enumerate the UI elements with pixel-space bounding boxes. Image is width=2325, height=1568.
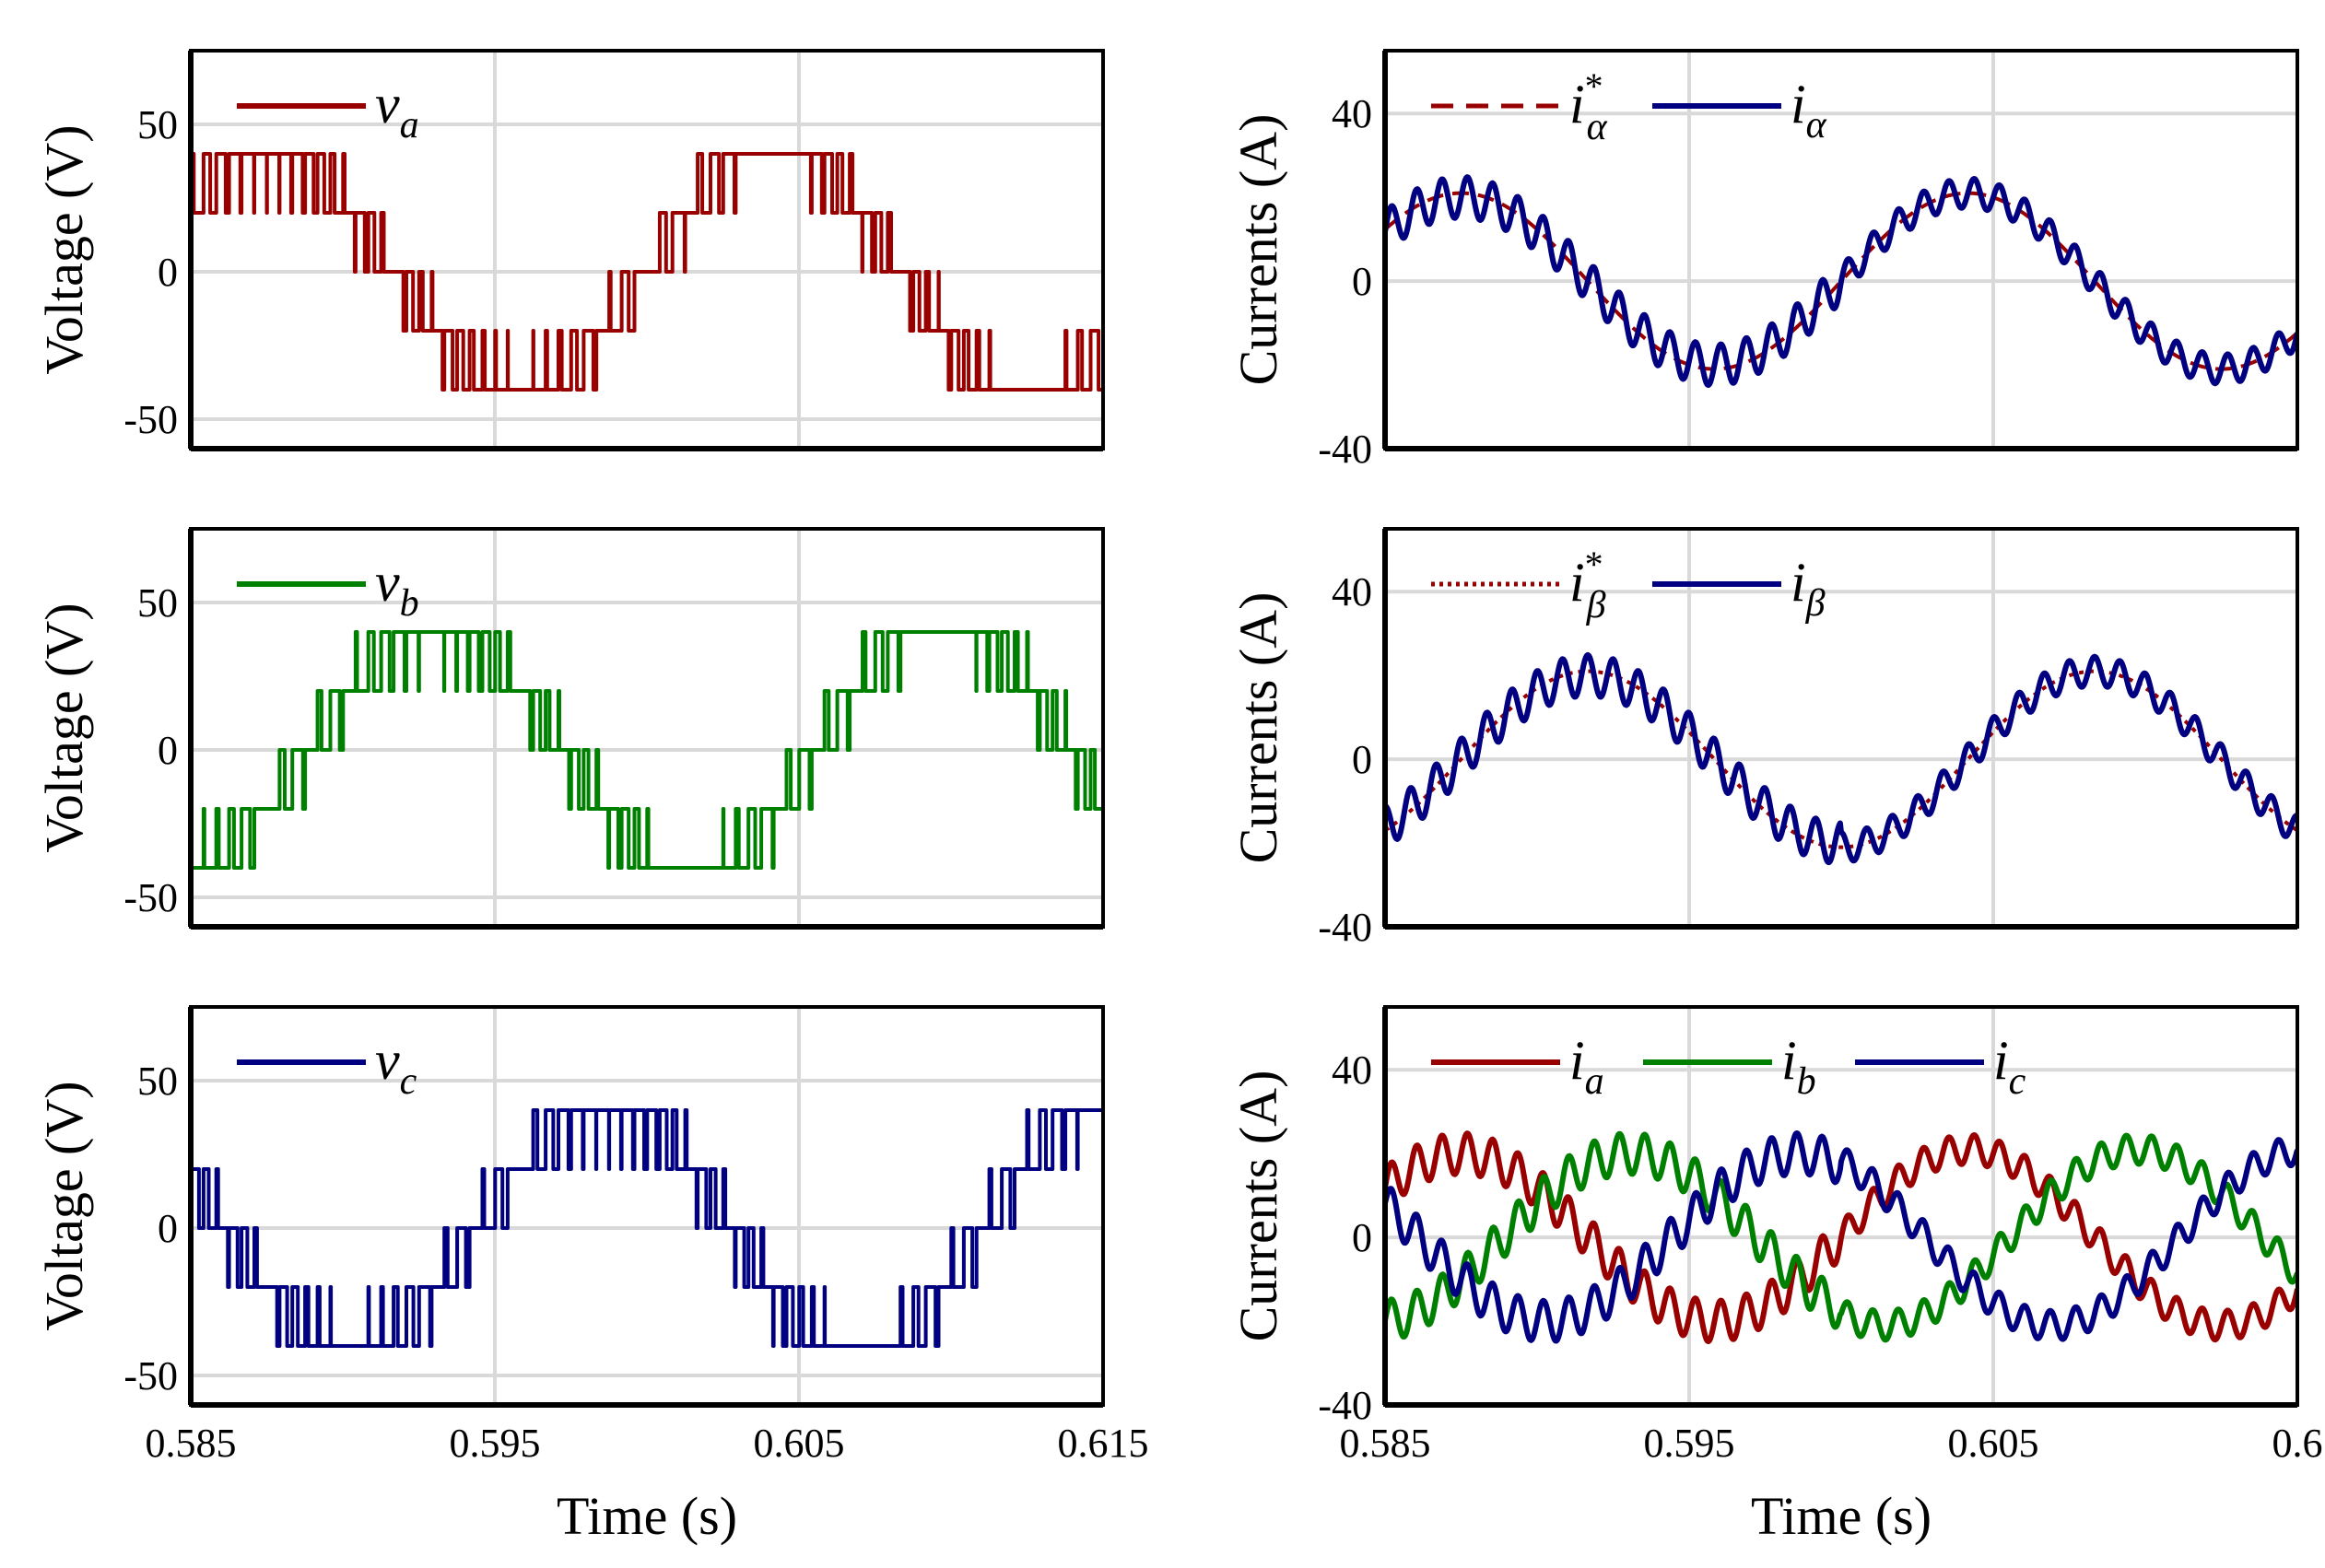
- y-tick-label: -50: [123, 1353, 178, 1398]
- series-line-v-c: [191, 1108, 1103, 1348]
- legend-label: ib: [1781, 1030, 1816, 1103]
- series-line-i-alpha: [1385, 174, 2297, 388]
- x-axis-label: Time (s): [1751, 1486, 1932, 1546]
- vc-panel: 50 0 -50 0.585 0.595 0.605 0.615 Voltage (V) Tim…: [34, 1005, 1149, 1546]
- y-tick-label: -40: [1318, 905, 1372, 950]
- series-line-v-b: [191, 630, 1103, 870]
- x-axis-label: Time (s): [557, 1486, 737, 1546]
- x-tick-label: 0.595: [1644, 1421, 1735, 1466]
- legend-label: i* β: [1569, 544, 1606, 626]
- legend-label: vb: [375, 552, 419, 625]
- legend-label: ic: [1993, 1030, 2026, 1103]
- y-tick-label: 40: [1332, 1047, 1372, 1093]
- y-axis-label: Voltage (V): [34, 603, 94, 852]
- legend-label: vc: [375, 1030, 417, 1103]
- plot-area: [191, 1108, 1103, 1348]
- plot-area: [1385, 1130, 2297, 1344]
- x-tick-label: 0.615: [1058, 1421, 1149, 1466]
- plot-frame: [1383, 527, 2299, 929]
- y-tick-label: -40: [1318, 427, 1372, 472]
- series-line-i-beta-ref: [1385, 669, 2297, 849]
- y-axis-label: Currents (A): [1228, 1071, 1288, 1342]
- series-line-i-c: [1385, 1130, 2297, 1344]
- series-line-v-a: [191, 152, 1103, 392]
- y-axis-label: Voltage (V): [34, 124, 94, 374]
- y-tick-label: 0: [1352, 1215, 1372, 1260]
- legend-label: i* α: [1569, 65, 1608, 148]
- legend-label: ia: [1569, 1030, 1604, 1103]
- iabc-panel: 40 0 -400.585 0.595 0.605 0.6 Currents (A) Time…: [1228, 1005, 2323, 1546]
- legend-label: iβ: [1791, 552, 1826, 625]
- y-tick-label: -40: [1318, 1383, 1372, 1428]
- y-tick-label: 0: [158, 250, 178, 295]
- y-axis-label: Currents (A): [1228, 114, 1288, 386]
- y-tick-label: 40: [1332, 569, 1372, 614]
- y-tick-label: 40: [1332, 91, 1372, 136]
- legend-label: iα: [1791, 74, 1827, 146]
- y-axis-label: Voltage (V): [34, 1081, 94, 1330]
- legend: ia ib ic: [1431, 1030, 2026, 1103]
- y-axis-label: Currents (A): [1228, 592, 1288, 864]
- va-panel: 50 0 -50 Voltage (V) va: [34, 49, 1105, 451]
- legend: vc: [237, 1030, 417, 1103]
- legend: vb: [237, 552, 419, 625]
- y-tick-label: -50: [123, 397, 178, 442]
- y-tick-label: 50: [137, 1059, 178, 1104]
- y-tick-label: 0: [1352, 259, 1372, 304]
- y-tick-label: 0: [158, 1206, 178, 1251]
- y-tick-label: 50: [137, 102, 178, 147]
- plot-area: [191, 630, 1103, 870]
- series-line-i-b: [1385, 1130, 2297, 1343]
- plot-area: [1385, 651, 2297, 866]
- legend: i* β iβ: [1431, 544, 1826, 626]
- legend-label: va: [375, 74, 419, 146]
- series-line-i-beta: [1385, 651, 2297, 866]
- y-tick-label: 0: [158, 728, 178, 773]
- x-tick-label: 0.6: [2272, 1421, 2323, 1466]
- plot-frame: [1383, 49, 2299, 451]
- plot-area: [1385, 174, 2297, 388]
- x-tick-label: 0.605: [754, 1421, 845, 1466]
- legend: va: [237, 74, 419, 146]
- y-tick-label: 0: [1352, 737, 1372, 782]
- ibeta-panel: 40 0 -40 Currents (A) i* β iβ: [1228, 527, 2299, 950]
- y-tick-label: 50: [137, 580, 178, 626]
- plot-area: [191, 152, 1103, 392]
- legend: i* α iα: [1431, 65, 1827, 148]
- y-tick-label: -50: [123, 875, 178, 920]
- x-tick-label: 0.605: [1948, 1421, 2039, 1466]
- x-tick-label: 0.595: [450, 1421, 541, 1466]
- plot-frame: [189, 49, 1105, 451]
- x-tick-label: 0.585: [1340, 1421, 1431, 1466]
- x-tick-label: 0.585: [146, 1421, 237, 1466]
- vb-panel: 50 0 -50 Voltage (V) vb: [34, 527, 1105, 930]
- ialpha-panel: 40 0 -40 Currents (A) i* α iα: [1228, 49, 2299, 472]
